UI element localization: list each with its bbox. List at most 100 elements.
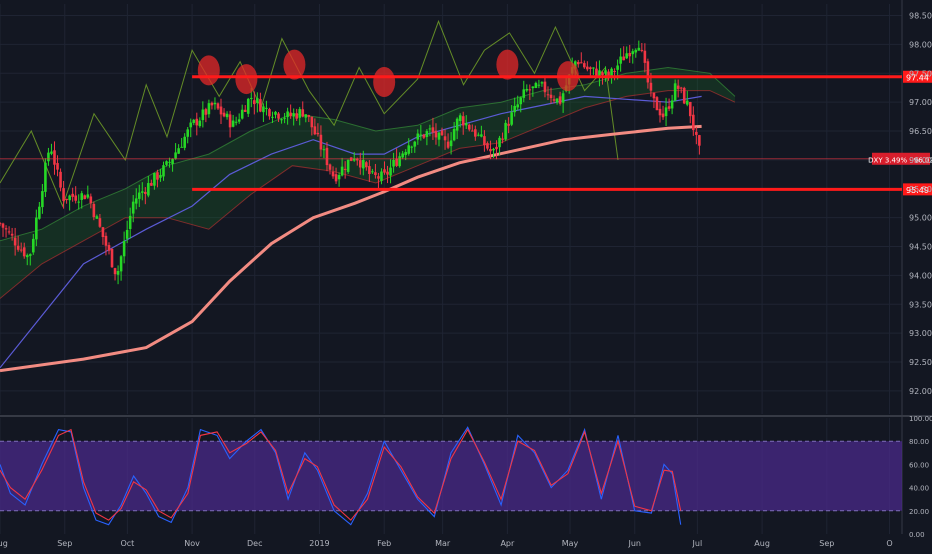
candle-body bbox=[28, 254, 32, 256]
horizontal-levels bbox=[0, 49, 902, 191]
stochastic-panel bbox=[0, 426, 902, 526]
candle-body bbox=[171, 158, 174, 165]
candle-body bbox=[119, 256, 123, 272]
candle-body bbox=[534, 82, 538, 88]
candle-body bbox=[440, 130, 444, 136]
candle-body bbox=[513, 105, 516, 113]
candle-body bbox=[113, 268, 117, 275]
axes[interactable]: 97.44 95.49 DXY 3.49% · 96.02 98.50 98.00 97.… bbox=[0, 12, 932, 548]
candle-body bbox=[434, 130, 438, 138]
candle-body bbox=[501, 138, 504, 140]
candle-body bbox=[10, 233, 14, 236]
level-label: 97.44 bbox=[906, 73, 929, 82]
candle-body bbox=[631, 51, 635, 55]
ichimoku-cloud bbox=[0, 66, 736, 299]
candle-body bbox=[325, 147, 329, 166]
grid bbox=[0, 0, 932, 534]
candle-body bbox=[98, 218, 102, 227]
y-tick-label: 93.50 bbox=[909, 300, 932, 309]
candle-body bbox=[137, 192, 141, 199]
candle-body bbox=[222, 112, 226, 117]
cloud-area bbox=[0, 67, 735, 299]
candle-body bbox=[549, 94, 553, 99]
candle-body bbox=[295, 113, 298, 119]
candle-body bbox=[204, 109, 208, 115]
candle-body bbox=[77, 201, 81, 203]
candle-body bbox=[144, 191, 147, 194]
candle-body bbox=[649, 82, 653, 91]
candle-body bbox=[555, 98, 559, 103]
stoch-y-tick-label: 40.00 bbox=[909, 485, 929, 493]
candle-body bbox=[377, 176, 380, 179]
candle-body bbox=[368, 166, 371, 174]
candle-body bbox=[286, 111, 289, 117]
candle-body bbox=[604, 70, 607, 74]
candle-body bbox=[380, 171, 383, 181]
candle-body bbox=[189, 122, 193, 128]
candle-body bbox=[231, 120, 235, 127]
candle-body bbox=[210, 102, 214, 106]
candle-body bbox=[180, 146, 183, 148]
candle-body bbox=[307, 115, 311, 117]
candle-body bbox=[383, 169, 386, 173]
level-label-box bbox=[903, 183, 932, 196]
candle-body bbox=[140, 191, 144, 193]
candle-body bbox=[38, 206, 41, 219]
candle-body bbox=[431, 127, 435, 133]
candle-body bbox=[22, 247, 26, 257]
cloud-span-b bbox=[0, 90, 736, 299]
candle-body bbox=[601, 72, 604, 76]
candle-body bbox=[92, 203, 96, 218]
candle-body bbox=[107, 245, 111, 251]
candle-body bbox=[492, 148, 495, 151]
candle-body bbox=[652, 92, 656, 99]
candle-body bbox=[83, 195, 87, 200]
candle-body bbox=[483, 136, 486, 146]
candle-body bbox=[589, 67, 592, 70]
candle-body bbox=[331, 171, 335, 177]
candle-body bbox=[374, 172, 377, 176]
indicator-lines bbox=[0, 19, 702, 373]
candle-body bbox=[13, 237, 17, 246]
x-tick-label: O bbox=[886, 539, 892, 548]
x-tick-label: Jun bbox=[627, 539, 641, 548]
candle-body bbox=[253, 100, 256, 105]
y-tick-label: 92.00 bbox=[909, 387, 932, 396]
candle-body bbox=[352, 158, 356, 161]
candle-body bbox=[480, 134, 483, 137]
candle-body bbox=[131, 201, 135, 214]
candle-body bbox=[44, 162, 47, 192]
candle-body bbox=[595, 68, 598, 78]
candle-body bbox=[256, 98, 259, 103]
x-tick-label: Mar bbox=[435, 539, 451, 548]
candle-body bbox=[74, 195, 77, 201]
candle-body bbox=[304, 114, 308, 118]
candle-body bbox=[679, 87, 683, 89]
candle-body bbox=[355, 158, 359, 161]
candle-body bbox=[41, 191, 44, 208]
candle-body bbox=[389, 167, 392, 176]
candle-body bbox=[225, 113, 229, 118]
candle-body bbox=[65, 198, 68, 200]
candle-body bbox=[322, 149, 326, 151]
candle-body bbox=[156, 172, 159, 180]
candle-body bbox=[546, 94, 550, 96]
candle-body bbox=[586, 66, 589, 70]
candle-body bbox=[486, 143, 489, 149]
candle-body bbox=[404, 151, 407, 155]
candle-body bbox=[165, 161, 168, 165]
level-label: 95.49 bbox=[906, 186, 929, 195]
candle-body bbox=[579, 62, 583, 64]
candle-body bbox=[561, 93, 565, 103]
stoch-band bbox=[0, 441, 902, 511]
candle-body bbox=[519, 97, 523, 105]
candle-body bbox=[540, 82, 544, 84]
candle-body bbox=[510, 112, 513, 125]
candle-body bbox=[504, 122, 507, 140]
candle-body bbox=[489, 148, 492, 152]
candle-body bbox=[573, 61, 577, 69]
candle-body bbox=[537, 84, 541, 86]
candle-body bbox=[598, 70, 601, 78]
x-tick-label: May bbox=[562, 539, 579, 548]
candle-body bbox=[525, 88, 529, 91]
